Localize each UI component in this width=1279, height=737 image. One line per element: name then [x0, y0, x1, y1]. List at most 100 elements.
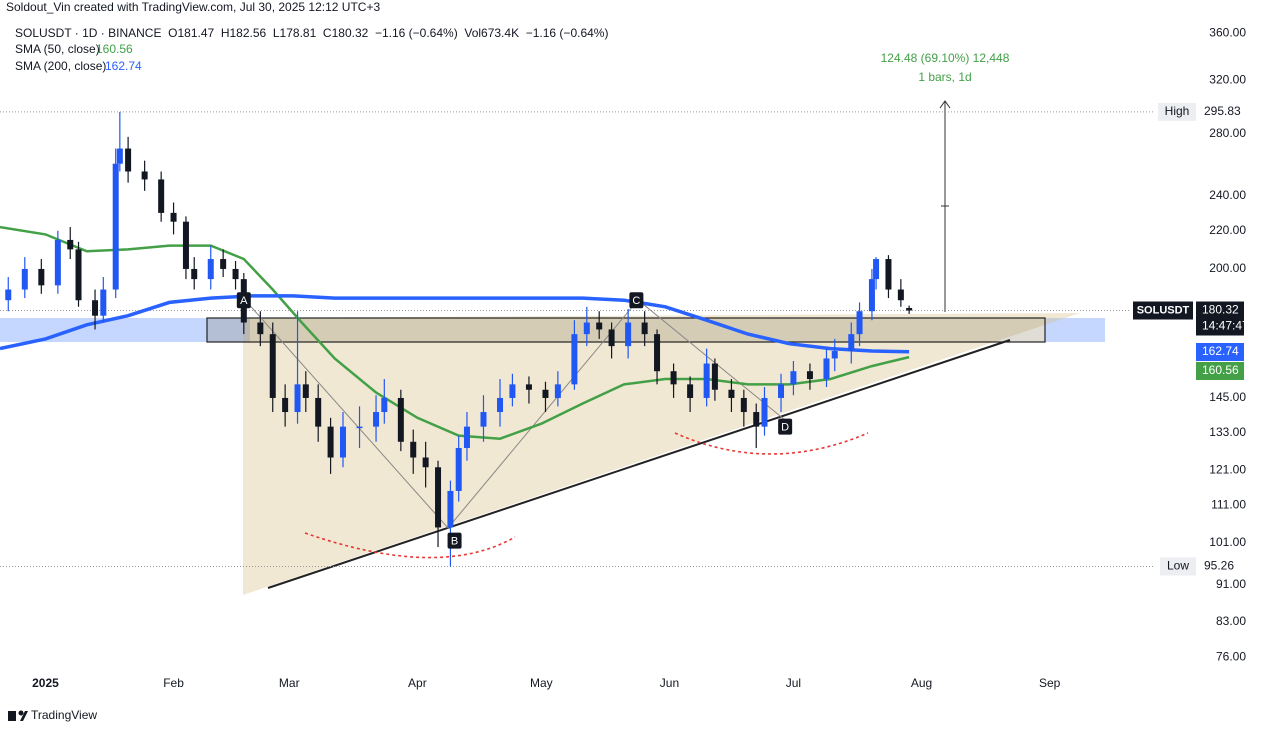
candle-body	[670, 371, 677, 385]
candle-body	[596, 322, 603, 330]
candle-body	[232, 268, 239, 280]
candle-body	[191, 268, 198, 280]
x-tick-label: Sep	[1039, 676, 1061, 690]
measure-sub: 1 bars, 1d	[918, 70, 971, 84]
y-tick-label: 101.00	[1209, 535, 1246, 549]
zone-right	[1045, 318, 1105, 342]
x-tick-label: Jul	[786, 676, 801, 690]
candle-body	[302, 384, 309, 398]
candle-body	[873, 259, 880, 280]
x-tick-label: May	[530, 676, 553, 690]
candle-body	[753, 412, 760, 427]
logo	[8, 711, 16, 721]
logo	[20, 711, 28, 721]
price-box	[1196, 301, 1244, 336]
candle-body	[21, 268, 28, 290]
y-tick-label: 320.00	[1209, 73, 1246, 87]
x-tick-label: Feb	[163, 676, 184, 690]
candle-body	[571, 334, 578, 385]
y-tick-label: 360.00	[1209, 25, 1246, 39]
legend-value: 160.56	[96, 42, 133, 56]
y-tick-label: 91.00	[1216, 577, 1246, 591]
logo	[18, 710, 24, 716]
annotation-label: A	[240, 295, 248, 307]
candle-body	[207, 259, 214, 280]
candle-body	[761, 397, 768, 427]
y-tick-label: 121.00	[1209, 463, 1246, 477]
arc	[674, 432, 869, 455]
candle-body	[116, 148, 123, 164]
legend-name: SMA (50, close)	[15, 42, 100, 56]
arc	[304, 532, 516, 559]
high-box	[1158, 102, 1196, 121]
candle-body	[728, 389, 735, 398]
legend-name: SMA (200, close)	[15, 59, 106, 73]
candle-body	[220, 259, 227, 269]
candle-body	[654, 334, 661, 372]
candle-body	[554, 384, 561, 398]
candle-body	[497, 397, 504, 413]
legend-value: 162.74	[105, 59, 142, 73]
symbol-box	[1133, 301, 1193, 320]
candle-body	[885, 259, 892, 290]
candle-body	[625, 322, 632, 347]
x-tick-label: Aug	[911, 676, 932, 690]
candle-body	[703, 363, 710, 398]
candle-body	[542, 389, 549, 398]
candle-body	[100, 289, 107, 316]
low-value: 95.26	[1204, 559, 1234, 573]
candle-body	[422, 457, 429, 468]
annotation-label: D	[781, 422, 789, 434]
candle-body	[339, 426, 346, 458]
sma-line	[0, 294, 910, 354]
candle-body	[906, 307, 913, 311]
candle-body	[641, 322, 648, 335]
candle-body	[897, 289, 904, 301]
candle-body	[141, 171, 148, 180]
y-tick-label: 200.00	[1209, 261, 1246, 275]
sma-box	[1196, 362, 1244, 380]
candle-body	[125, 148, 132, 172]
annotation-box	[447, 532, 462, 549]
brand: TradingView	[31, 708, 97, 722]
sma-value: 160.56	[1202, 363, 1239, 377]
candle-body	[257, 322, 264, 335]
measure-label: 124.48 (69.10%) 12,448	[881, 51, 1010, 65]
candle-body	[92, 300, 99, 316]
candle-body	[790, 371, 797, 385]
candle-body	[687, 384, 694, 398]
candle-body	[38, 268, 45, 286]
symbol-label: SOLUSDT	[1137, 304, 1190, 316]
candle-body	[158, 179, 165, 213]
candle-body	[269, 334, 276, 398]
candle-body	[480, 412, 487, 427]
candle-body	[509, 384, 516, 398]
candle-body	[373, 412, 380, 427]
y-tick-label: 76.00	[1216, 649, 1246, 663]
x-tick-label: 2025	[32, 676, 59, 690]
annotation-box	[778, 418, 793, 435]
y-tick-label: 133.00	[1209, 425, 1246, 439]
annotation-label: C	[632, 295, 640, 307]
arrow-head	[939, 100, 951, 109]
candle-body	[856, 311, 863, 335]
candle-body	[831, 351, 838, 359]
candle-body	[75, 249, 82, 301]
x-tick-label: Mar	[279, 676, 300, 690]
candle-body	[170, 212, 177, 222]
candle-body	[182, 221, 189, 269]
y-tick-label: 111.00	[1211, 497, 1246, 511]
low-box	[1160, 557, 1196, 576]
annotation-box	[236, 292, 251, 309]
sma-box	[1196, 343, 1244, 361]
candle-body	[381, 397, 388, 413]
candle-body	[868, 279, 875, 312]
credit: Soldout_Vin created with TradingView.com…	[6, 0, 380, 14]
candle-body	[397, 397, 404, 442]
y-tick-label: 145.00	[1209, 390, 1246, 404]
candle-body	[356, 426, 363, 429]
candle-body	[848, 334, 855, 352]
candle-body	[823, 358, 830, 380]
candle-body	[282, 397, 289, 413]
